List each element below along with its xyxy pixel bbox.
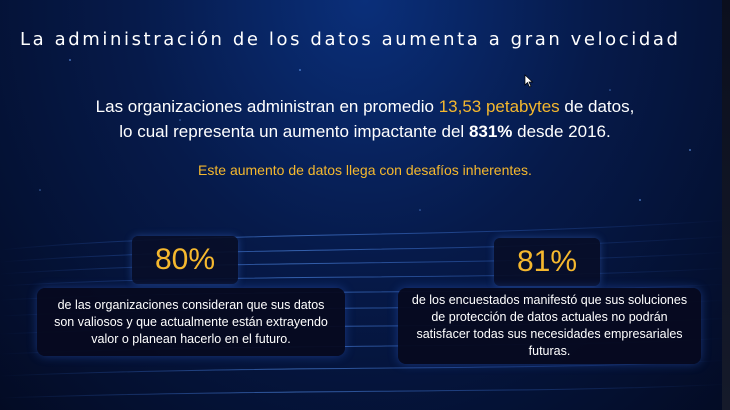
headline-line-2-suffix: desde 2016. <box>512 122 611 141</box>
stat-description-2: de los encuestados manifestó que sus sol… <box>398 288 701 364</box>
headline-line-1: Las organizaciones administran en promed… <box>0 94 730 119</box>
headline-line-2-prefix: lo cual representa un aumento impactante… <box>119 122 469 141</box>
slide-title: La administración de los datos aumenta a… <box>20 29 681 50</box>
headline-line-1-prefix: Las organizaciones administran en promed… <box>95 97 439 116</box>
growth-percentage: 831% <box>468 122 513 141</box>
stat-value-2: 81% <box>494 238 600 286</box>
subheadline: Este aumento de datos llega con desafíos… <box>198 162 532 178</box>
stat-description-2-text: de los encuestados manifestó que sus sol… <box>411 293 688 358</box>
headline-line-2: lo cual representa un aumento impactante… <box>0 119 730 144</box>
headline: Las organizaciones administran en promed… <box>0 94 730 144</box>
petabytes-highlight: 13,53 petabytes <box>438 97 560 116</box>
window-edge <box>722 0 730 410</box>
headline-line-1-suffix: de datos, <box>559 97 635 116</box>
stat-description-1-text: de las organizaciones consideran que sus… <box>54 297 328 346</box>
stat-description-1: de las organizaciones consideran que sus… <box>37 288 345 356</box>
stat-value-1: 80% <box>132 236 238 284</box>
mouse-pointer-icon <box>524 74 534 88</box>
